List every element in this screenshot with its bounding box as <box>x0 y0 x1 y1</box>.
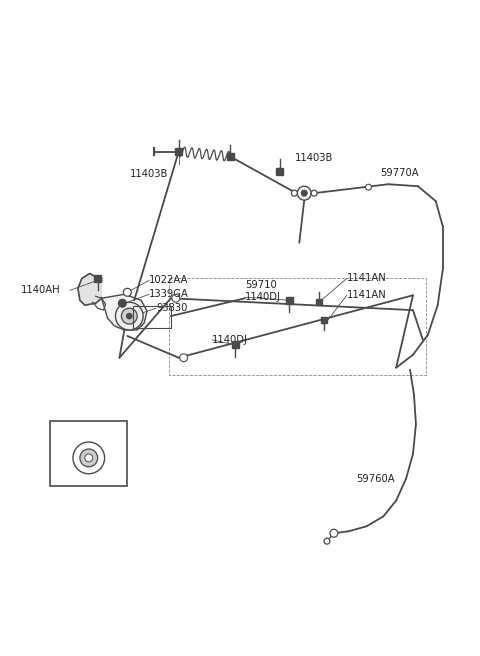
Circle shape <box>297 186 311 200</box>
Circle shape <box>276 169 283 174</box>
Bar <box>133 306 171 328</box>
Polygon shape <box>78 274 102 305</box>
Polygon shape <box>276 168 283 175</box>
Circle shape <box>180 354 188 361</box>
Text: 11403B: 11403B <box>295 154 334 163</box>
Circle shape <box>73 442 105 474</box>
Circle shape <box>116 302 143 330</box>
Text: 11403B: 11403B <box>130 169 168 179</box>
Circle shape <box>301 190 307 196</box>
Polygon shape <box>316 299 322 305</box>
Polygon shape <box>231 341 239 348</box>
Text: 1022AA: 1022AA <box>149 276 189 285</box>
Circle shape <box>123 289 131 297</box>
Polygon shape <box>227 153 234 160</box>
Circle shape <box>311 190 317 196</box>
Polygon shape <box>286 297 293 304</box>
Circle shape <box>366 184 372 190</box>
Text: 1339GA: 1339GA <box>149 289 189 299</box>
Circle shape <box>119 299 126 307</box>
Circle shape <box>85 454 93 462</box>
Text: 1140DJ: 1140DJ <box>212 335 248 345</box>
Circle shape <box>176 148 182 154</box>
Circle shape <box>330 529 338 537</box>
Text: 1141AN: 1141AN <box>347 274 386 283</box>
Text: 1140DJ: 1140DJ <box>245 293 281 302</box>
Circle shape <box>126 313 132 319</box>
Polygon shape <box>321 318 327 323</box>
Polygon shape <box>102 295 147 330</box>
Text: 1138AC: 1138AC <box>69 433 108 443</box>
Text: 93830: 93830 <box>156 303 187 313</box>
Text: 1140AH: 1140AH <box>21 285 60 295</box>
Polygon shape <box>94 275 101 282</box>
Text: 59770A: 59770A <box>380 169 419 178</box>
Circle shape <box>291 190 297 196</box>
Text: 59760A: 59760A <box>357 474 395 483</box>
Circle shape <box>227 154 233 159</box>
Circle shape <box>172 295 180 302</box>
Bar <box>50 421 127 485</box>
Circle shape <box>121 308 137 324</box>
Polygon shape <box>175 148 182 155</box>
Circle shape <box>80 449 97 467</box>
Text: 59710: 59710 <box>245 280 276 291</box>
Text: 1141AN: 1141AN <box>347 290 386 300</box>
Circle shape <box>324 538 330 544</box>
